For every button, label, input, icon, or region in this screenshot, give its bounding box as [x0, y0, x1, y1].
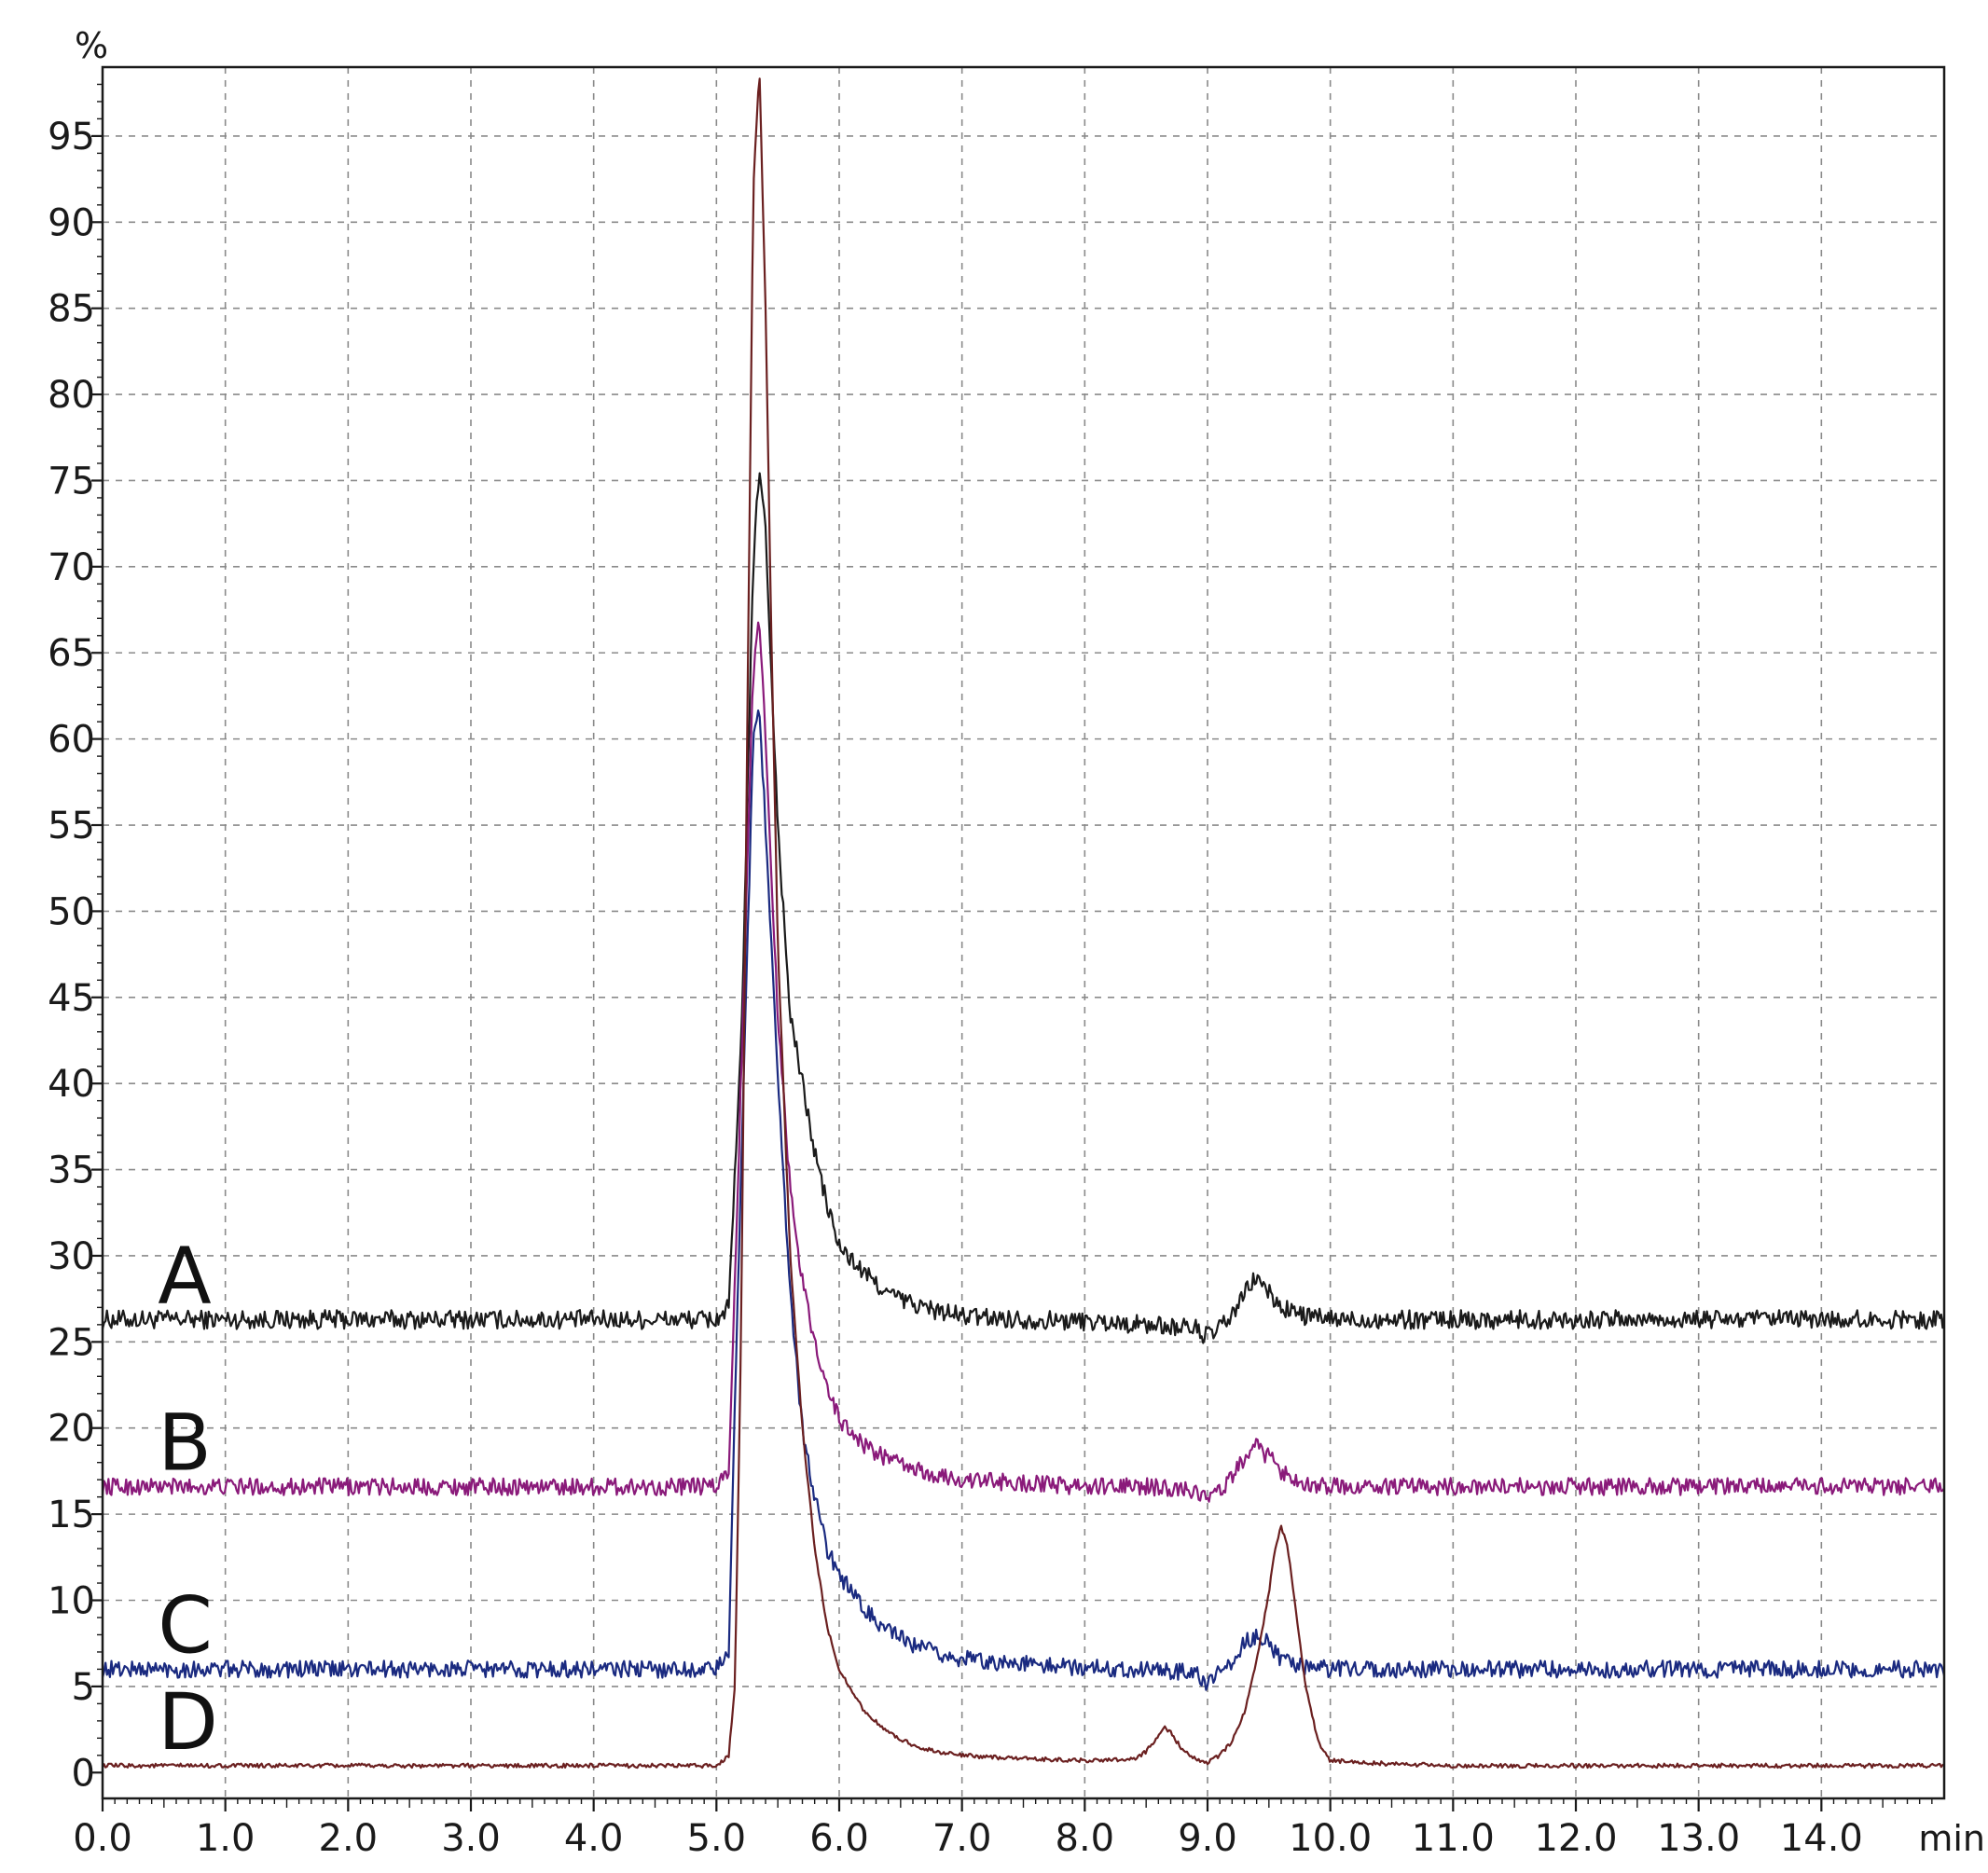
y-tick-label: 30: [48, 1235, 95, 1278]
y-tick-label: 95: [48, 116, 95, 158]
y-tick-label: 75: [48, 460, 95, 503]
x-axis-label: min: [1918, 1818, 1985, 1859]
plot-frame: [101, 65, 1946, 1800]
series-traces: [101, 77, 1946, 1770]
y-tick-label: 80: [48, 374, 95, 417]
y-tick-label: 45: [48, 977, 95, 1020]
y-tick-label: 60: [48, 719, 95, 762]
x-tick-label: 13.0: [1657, 1817, 1740, 1860]
x-tick-label: 6.0: [809, 1817, 869, 1860]
y-tick-label: 10: [48, 1580, 95, 1623]
y-tick-label: 35: [48, 1150, 95, 1192]
series-line-d: [101, 77, 1945, 1770]
series-label-c: C: [158, 1579, 213, 1671]
y-tick-label: 50: [48, 890, 95, 933]
grid-lines: [103, 67, 1944, 1798]
y-tick-label: 70: [48, 546, 95, 589]
series-label-a: A: [158, 1230, 211, 1321]
y-tick-label: 65: [48, 632, 95, 675]
y-axis-label: %: [75, 25, 108, 66]
x-tick-label: 3.0: [441, 1817, 501, 1860]
series-label-b: B: [158, 1398, 212, 1489]
x-tick-label: 8.0: [1056, 1817, 1115, 1860]
y-tick-label: 20: [48, 1408, 95, 1451]
y-tick-label: 5: [72, 1666, 95, 1709]
y-tick-label: 85: [48, 288, 95, 331]
x-tick-label: 9.0: [1178, 1817, 1237, 1860]
series-label-d: D: [158, 1676, 218, 1768]
y-tick-label: 90: [48, 201, 95, 244]
series-line-c: [101, 709, 1946, 1691]
x-tick-label: 12.0: [1534, 1817, 1617, 1860]
x-axis-ticks: 0.0 1.0 2.0 3.0 4.0 5.0 6.0 7.0 8.0 9.0 10.0 11.0 12…: [73, 1798, 1933, 1860]
x-tick-label: 2.0: [319, 1817, 379, 1860]
series-line-a: [101, 472, 1946, 1344]
x-tick-label: 14.0: [1780, 1817, 1863, 1860]
y-tick-label: 40: [48, 1063, 95, 1106]
series-line-b: [101, 621, 1945, 1503]
y-tick-label: 15: [48, 1494, 95, 1536]
y-axis-ticks: 0 5 10 15 20 25 30 35 40 45 50 55 60 65 70 75 80 85 90 95: [48, 83, 103, 1795]
y-tick-label: 55: [48, 805, 95, 847]
x-tick-label: 10.0: [1289, 1817, 1372, 1860]
x-tick-label: 11.0: [1412, 1817, 1495, 1860]
y-tick-label: 25: [48, 1321, 95, 1364]
x-tick-label: 7.0: [932, 1817, 992, 1860]
x-tick-label: 5.0: [687, 1817, 747, 1860]
x-tick-label: 1.0: [196, 1817, 255, 1860]
x-tick-label: 0.0: [73, 1817, 132, 1860]
x-tick-label: 4.0: [564, 1817, 624, 1860]
y-tick-label: 0: [72, 1752, 95, 1795]
